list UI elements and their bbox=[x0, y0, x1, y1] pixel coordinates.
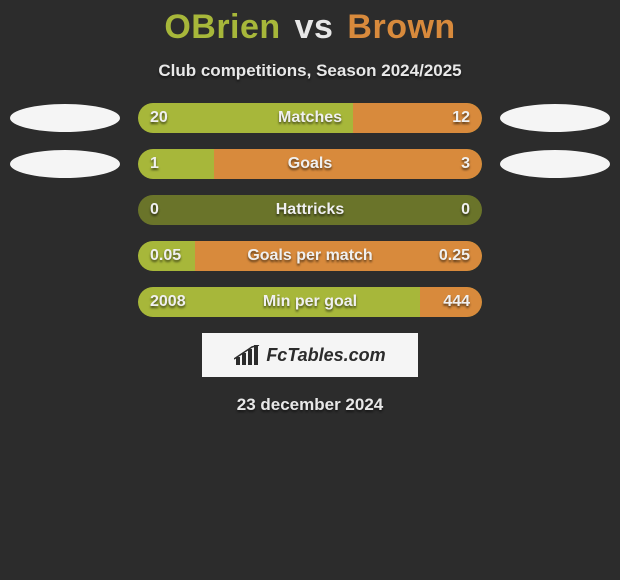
stat-bar: 0.050.25Goals per match bbox=[138, 241, 482, 271]
stat-label: Hattricks bbox=[138, 195, 482, 225]
stat-row: 0.050.25Goals per match bbox=[0, 241, 620, 271]
stat-row: 2012Matches bbox=[0, 103, 620, 133]
stat-value-right: 3 bbox=[461, 149, 470, 179]
title-player-left: OBrien bbox=[164, 8, 280, 46]
stat-value-right: 12 bbox=[452, 103, 470, 133]
stat-value-left: 2008 bbox=[150, 287, 186, 317]
player-right-marker bbox=[500, 104, 610, 132]
stat-bar: 13Goals bbox=[138, 149, 482, 179]
stat-bar: 0 0Hattricks bbox=[138, 195, 482, 225]
player-left-marker bbox=[10, 150, 120, 178]
stat-value-right: 0 bbox=[461, 195, 470, 225]
stat-value-left: 20 bbox=[150, 103, 168, 133]
stat-row: 2008444Min per goal bbox=[0, 287, 620, 317]
comparison-card: OBrien vs Brown Club competitions, Seaso… bbox=[0, 0, 620, 415]
player-left-marker bbox=[10, 104, 120, 132]
player-right-marker bbox=[500, 150, 610, 178]
stat-value-left: 1 bbox=[150, 149, 159, 179]
stat-value-right: 0.25 bbox=[439, 241, 470, 271]
source-logo-text: FcTables.com bbox=[266, 345, 385, 366]
chart-icon bbox=[234, 345, 260, 365]
stat-row: 0 0Hattricks bbox=[0, 195, 620, 225]
title-vs: vs bbox=[295, 8, 334, 46]
bar-right-fill bbox=[214, 149, 482, 179]
bar-left-fill bbox=[138, 103, 353, 133]
subtitle: Club competitions, Season 2024/2025 bbox=[0, 61, 620, 81]
date-text: 23 december 2024 bbox=[0, 395, 620, 415]
stat-bar: 2008444Min per goal bbox=[138, 287, 482, 317]
stat-value-right: 444 bbox=[443, 287, 470, 317]
stat-value-left: 0 bbox=[150, 195, 159, 225]
page-title: OBrien vs Brown bbox=[0, 8, 620, 47]
stats-rows: 2012Matches13Goals00Hattricks0.050.25Goa… bbox=[0, 103, 620, 317]
title-player-right: Brown bbox=[347, 8, 455, 46]
stat-bar: 2012Matches bbox=[138, 103, 482, 133]
stat-value-left: 0.05 bbox=[150, 241, 181, 271]
stat-row: 13Goals bbox=[0, 149, 620, 179]
source-logo: FcTables.com bbox=[202, 333, 418, 377]
